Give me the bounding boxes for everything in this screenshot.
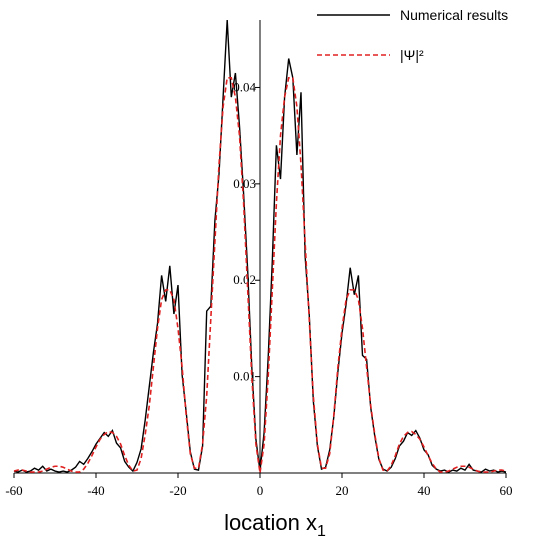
x-tick-label: -40 [87,483,104,498]
x-axis-label: location x1 [224,510,326,540]
y-tick-label: 0.02 [233,272,256,287]
x-axis-label-subscript: 1 [317,523,326,540]
y-tick-label: 0.01 [233,369,256,384]
x-tick-label: 40 [418,483,431,498]
x-tick-label: -60 [5,483,22,498]
series-line [13,77,507,474]
legend-label: |Ψ|² [400,47,424,63]
x-axis-label-main: location x [224,510,317,535]
x-tick-label: -20 [169,483,186,498]
y-tick-label: 0.04 [233,79,256,94]
legend-label: Numerical results [400,7,508,23]
x-tick-label: 60 [500,483,513,498]
x-tick-label: 0 [257,483,264,498]
x-tick-label: 20 [336,483,349,498]
y-tick-label: 0.03 [233,176,256,191]
